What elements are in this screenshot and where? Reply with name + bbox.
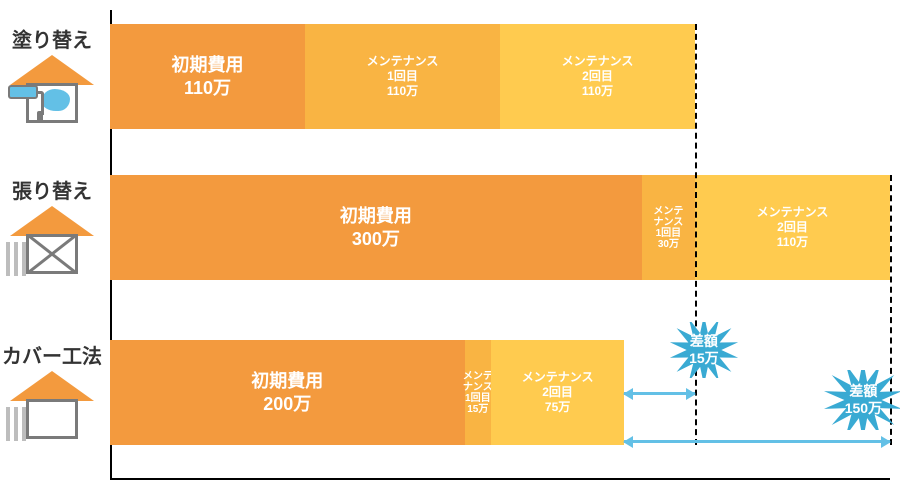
segment-text: 15万 <box>467 404 488 415</box>
row-label: 張り替え <box>12 175 92 204</box>
row-cover: カバー工法初期費用200万メンテナンス1回目15万メンテナンス2回目75万 <box>0 340 890 445</box>
segment: 初期費用110万 <box>110 24 305 129</box>
segment-text: メンテナンス <box>522 370 594 385</box>
segment: メンテナンス1回目30万 <box>642 175 695 280</box>
bar-track: 初期費用200万メンテナンス1回目15万メンテナンス2回目75万 <box>110 340 890 445</box>
repaint-icon <box>10 55 94 125</box>
segment-text: 初期費用 <box>172 54 244 77</box>
segment-text: ナンス <box>653 217 683 228</box>
diff-badge: 差額15万 <box>669 322 739 378</box>
segment-text: 2回目 <box>777 220 808 235</box>
diff-arrow <box>624 392 695 395</box>
segment-text: 1回目 <box>465 393 491 404</box>
guide-dash <box>695 24 697 445</box>
diff-badge-text: 15万 <box>689 350 719 367</box>
segment-text: 75万 <box>545 400 570 415</box>
segment: 初期費用300万 <box>110 175 642 280</box>
segment: メンテナンス2回目110万 <box>500 24 695 129</box>
segment-text: メンテ <box>653 206 683 217</box>
segment: メンテナンス1回目15万 <box>465 340 492 445</box>
bar-track: 初期費用300万メンテナンス1回目30万メンテナンス2回目110万 <box>110 175 890 280</box>
cost-comparison-chart: 塗り替え初期費用110万メンテナンス1回目110万メンテナンス2回目110万張り… <box>0 0 900 500</box>
segment-text: 110万 <box>184 77 231 100</box>
bar-track: 初期費用110万メンテナンス1回目110万メンテナンス2回目110万 <box>110 24 890 129</box>
segment-text: 110万 <box>582 84 613 99</box>
segment-text: ナンス <box>463 382 493 393</box>
segment-text: 初期費用 <box>340 205 412 228</box>
diff-badge-text: 差額 <box>690 333 718 350</box>
segment-text: メンテナンス <box>562 54 634 69</box>
segment-text: 1回目 <box>387 69 418 84</box>
segment-text: 1回目 <box>656 228 682 239</box>
segment-text: 2回目 <box>582 69 613 84</box>
segment-text: 初期費用 <box>251 370 323 393</box>
segment: メンテナンス1回目110万 <box>305 24 500 129</box>
segment-text: 200万 <box>263 393 311 416</box>
segment-text: 300万 <box>352 228 400 251</box>
row-repaint: 塗り替え初期費用110万メンテナンス1回目110万メンテナンス2回目110万 <box>0 24 890 129</box>
segment: メンテナンス2回目110万 <box>695 175 890 280</box>
row-label: 塗り替え <box>12 24 92 53</box>
diff-badge-text: 差額 <box>849 383 877 400</box>
segment-text: メンテナンス <box>757 205 829 220</box>
segment-text: 110万 <box>387 84 418 99</box>
segment-text: メンテナンス <box>367 54 439 69</box>
segment-text: メンテ <box>463 371 493 382</box>
segment: メンテナンス2回目75万 <box>491 340 624 445</box>
segment-text: 110万 <box>777 235 808 250</box>
diff-badge-text: 150万 <box>845 400 882 417</box>
row-replace: 張り替え初期費用300万メンテナンス1回目30万メンテナンス2回目110万 <box>0 175 890 280</box>
segment: 初期費用200万 <box>110 340 465 445</box>
x-axis <box>110 478 890 480</box>
cover-icon <box>10 371 94 441</box>
row-label: カバー工法 <box>2 340 102 369</box>
segment-text: 2回目 <box>542 385 573 400</box>
replace-icon <box>10 206 94 276</box>
segment-text: 30万 <box>658 239 679 250</box>
diff-badge: 差額150万 <box>823 370 900 430</box>
diff-arrow <box>624 440 890 443</box>
